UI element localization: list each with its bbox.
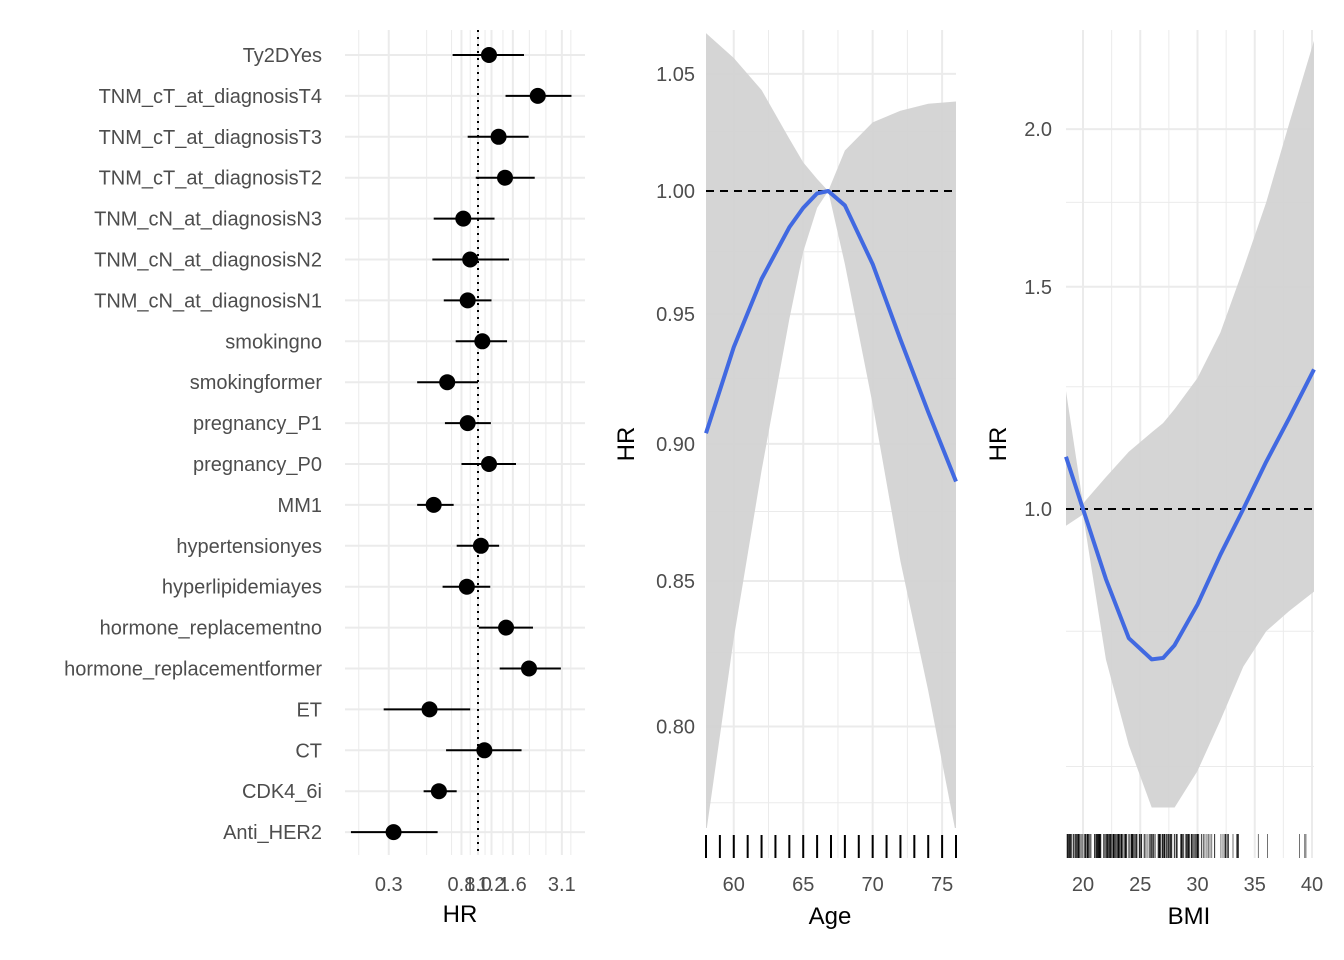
hr-curve: [704, 189, 958, 483]
x-tick-label: 25: [1129, 874, 1151, 896]
y-tick-label: 1.05: [656, 64, 695, 86]
age-spline-panel: 60 65 70 75 0.80 0.85 0.90 0.95 1.00 1.05 Age HR: [613, 30, 958, 930]
term-label: hormone_replacementformer: [64, 659, 322, 681]
term-label: smokingno: [225, 331, 322, 353]
x-tick-label: 0.8: [448, 874, 476, 896]
y-tick-label: 0.90: [656, 434, 695, 456]
term-label: pregnancy_P1: [193, 413, 322, 435]
hr-point: [480, 47, 497, 63]
y-axis-label: HR: [613, 427, 640, 462]
x-tick-label: 0.3: [375, 874, 403, 896]
term-label: TNM_cT_at_diagnosisT3: [99, 127, 322, 149]
bmi-spline-panel: 20 25 30 35 40 1.0 1.5 2.0 BMI HR: [985, 30, 1323, 930]
hr-point: [462, 251, 479, 268]
term-label: TNM_cN_at_diagnosisN1: [94, 290, 322, 312]
hr-point: [529, 87, 546, 104]
term-label: MM1: [278, 495, 322, 517]
term-label: CT: [295, 740, 322, 762]
term-label: hyperlipidemiayes: [162, 577, 322, 599]
hr-point: [498, 619, 515, 636]
x-tick-label: 75: [931, 874, 953, 896]
hr-point: [385, 824, 402, 841]
y-tick-label: 2.0: [1024, 119, 1052, 141]
hr-point: [439, 374, 456, 391]
term-label: Ty2DYes: [243, 45, 322, 67]
hr-point: [520, 660, 537, 677]
x-tick-label: 30: [1186, 874, 1208, 896]
term-label: CDK4_6i: [242, 781, 322, 803]
x-tick-label: 1.6: [499, 874, 527, 896]
x-tick-label: 65: [792, 874, 814, 896]
hr-point: [430, 783, 447, 800]
hr-point: [490, 128, 507, 145]
x-tick-label: 70: [862, 874, 884, 896]
hr-point: [421, 701, 438, 718]
x-axis-label: BMI: [1168, 903, 1211, 930]
term-label: smokingformer: [190, 372, 323, 394]
term-label: TNM_cT_at_diagnosisT4: [99, 86, 322, 108]
hr-point: [455, 210, 472, 227]
y-tick-label: 1.0: [1024, 499, 1052, 521]
term-label: TNM_cN_at_diagnosisN3: [94, 209, 322, 231]
x-tick-label: 20: [1072, 874, 1094, 896]
x-axis-label: Age: [809, 903, 852, 930]
confidence-band: [1066, 40, 1314, 808]
term-label: TNM_cT_at_diagnosisT2: [99, 168, 322, 190]
term-label: hypertensionyes: [176, 536, 322, 558]
hr-point: [458, 578, 475, 595]
hr-point: [480, 456, 497, 472]
y-axis-label: HR: [985, 427, 1012, 462]
term-label: Anti_HER2: [223, 822, 322, 844]
forest-plot-panel: Ty2DYes TNM_cT_at_diagnosisT4 TNM_cT_at_di…: [64, 30, 585, 928]
hr-curve: [1064, 368, 1316, 662]
x-tick-label: 1.0: [464, 874, 492, 896]
x-tick-label: 1.2: [478, 874, 506, 896]
y-tick-label: 0.95: [656, 304, 695, 326]
term-label: TNM_cN_at_diagnosisN2: [94, 250, 322, 272]
hr-point: [476, 742, 493, 759]
term-label: pregnancy_P0: [193, 454, 322, 476]
y-tick-label: 0.85: [656, 571, 695, 593]
hr-point: [472, 537, 489, 554]
x-axis-label: HR: [443, 901, 478, 928]
x-tick-label: 60: [723, 874, 745, 896]
hr-point: [459, 292, 476, 309]
hr-point: [459, 415, 476, 432]
x-tick-label: 35: [1244, 874, 1266, 896]
term-label: ET: [296, 699, 322, 721]
y-tick-label: 0.80: [656, 717, 695, 739]
confidence-band: [706, 33, 956, 828]
hr-point: [474, 333, 491, 350]
y-tick-label: 1.00: [656, 181, 695, 203]
x-tick-label: 3.1: [548, 874, 576, 896]
hr-point: [425, 496, 442, 513]
x-tick-label: 40: [1301, 874, 1323, 896]
hr-point: [497, 169, 514, 186]
term-label: hormone_replacementno: [100, 618, 322, 640]
y-tick-label: 1.5: [1024, 277, 1052, 299]
